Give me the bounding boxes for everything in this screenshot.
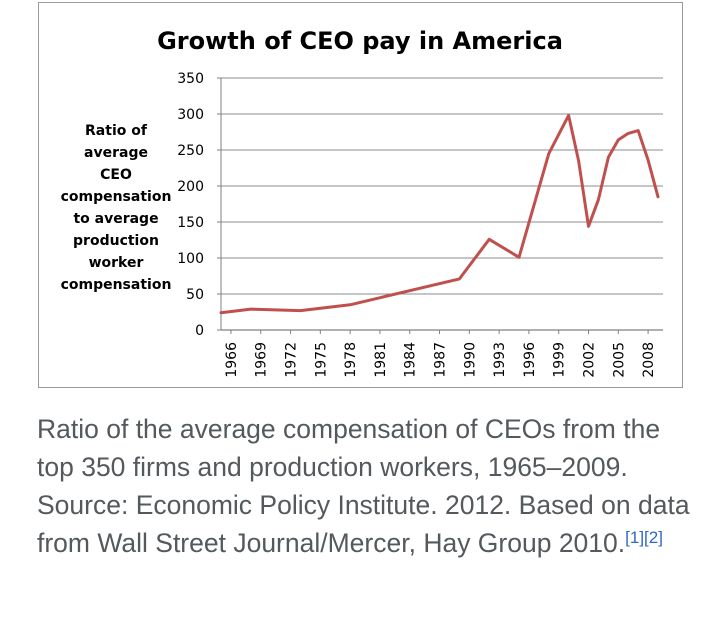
reference-link-2[interactable]: [2] bbox=[644, 528, 663, 547]
y-axis-label-line: worker bbox=[89, 255, 144, 271]
x-tick-label: 1999 bbox=[552, 342, 568, 378]
figure-caption: Ratio of the average compensation of CEO… bbox=[37, 410, 697, 562]
y-axis-label-line: compensation bbox=[61, 277, 172, 293]
y-tick-label: 0 bbox=[195, 323, 204, 339]
y-axis-ticks: 0 50 100 150 200 250 300 350 bbox=[177, 71, 204, 339]
x-tick-label: 1990 bbox=[462, 342, 478, 378]
x-tick-label: 2002 bbox=[582, 342, 598, 378]
chart-figure: Growth of CEO pay in America Ratio of ave… bbox=[38, 2, 683, 388]
x-tick-label: 1981 bbox=[373, 342, 389, 378]
y-tick-label: 150 bbox=[177, 215, 204, 231]
y-tick-label: 200 bbox=[177, 179, 204, 195]
y-axis-label: Ratio of average CEO compensation to average… bbox=[61, 123, 172, 293]
x-tick-label: 1966 bbox=[224, 342, 240, 378]
series bbox=[219, 113, 660, 315]
x-tick-label: 1996 bbox=[522, 342, 538, 378]
x-tick-label: 1972 bbox=[284, 342, 300, 378]
y-axis-label-line: Ratio of bbox=[85, 123, 148, 139]
chart-title: Growth of CEO pay in America bbox=[157, 27, 563, 55]
x-tick-label: 1978 bbox=[343, 342, 359, 378]
y-axis-label-line: average bbox=[84, 145, 148, 161]
x-tick-label: 1984 bbox=[403, 342, 419, 378]
x-tick-label: 1993 bbox=[492, 342, 508, 378]
reference-link-1[interactable]: [1] bbox=[625, 528, 645, 547]
x-tick-label: 2008 bbox=[641, 342, 657, 378]
y-axis-label-line: CEO bbox=[100, 167, 132, 183]
y-tick-label: 350 bbox=[177, 71, 204, 87]
caption-text: Ratio of the average compensation of CEO… bbox=[37, 414, 690, 558]
y-tick-label: 300 bbox=[177, 107, 204, 123]
x-axis-ticks: 1966 1969 1972 1975 1978 1981 1984 1987 1990 1993… bbox=[224, 342, 657, 378]
x-tick-label: 2005 bbox=[611, 342, 627, 378]
y-tick-label: 250 bbox=[177, 143, 204, 159]
series-line bbox=[219, 113, 660, 315]
gridlines bbox=[217, 77, 663, 334]
reference-links: [1][2] bbox=[625, 528, 663, 547]
y-tick-label: 50 bbox=[186, 287, 204, 303]
y-tick-label: 100 bbox=[177, 251, 204, 267]
x-tick-label: 1969 bbox=[254, 342, 270, 378]
x-tick-label: 1987 bbox=[433, 342, 449, 378]
y-axis-label-line: compensation bbox=[61, 189, 172, 205]
x-tick-label: 1975 bbox=[313, 342, 329, 378]
y-axis-label-line: production bbox=[73, 233, 159, 249]
line-chart: Growth of CEO pay in America Ratio of ave… bbox=[61, 27, 663, 378]
y-axis-label-line: to average bbox=[73, 211, 158, 227]
